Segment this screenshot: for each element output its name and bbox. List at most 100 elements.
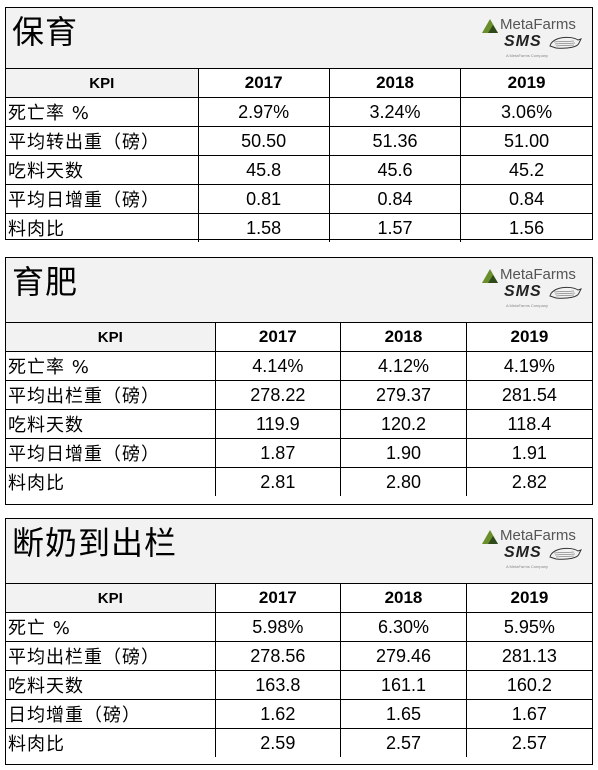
cell-value: 279.37 bbox=[340, 380, 467, 410]
logo-triangle-inner-icon bbox=[488, 25, 498, 33]
nursery-section: 保育 MetaFarms SMS A MetaFarms Company KPI… bbox=[5, 7, 593, 242]
logo-brand: MetaFarms bbox=[500, 16, 576, 33]
cell-value: 5.98% bbox=[214, 612, 342, 642]
wean-to-finish-section: 断奶到出栏 MetaFarms SMS A MetaFarms Company … bbox=[5, 518, 593, 765]
year-header: 2019 bbox=[460, 69, 592, 98]
year-header: 2018 bbox=[340, 323, 467, 352]
cell-value: 281.13 bbox=[465, 641, 592, 671]
cell-value: 281.54 bbox=[465, 380, 592, 410]
logo-tagline: A MetaFarms Company bbox=[506, 303, 549, 308]
table-row: 吃料天数 45.8 45.6 45.2 bbox=[6, 155, 592, 185]
cell-value: 45.2 bbox=[460, 155, 592, 185]
cell-value: 1.58 bbox=[197, 213, 330, 242]
logo-brand: MetaFarms bbox=[500, 527, 576, 544]
cell-value: 278.56 bbox=[214, 641, 342, 671]
metafarms-logo: MetaFarms SMS A MetaFarms Company bbox=[482, 266, 586, 316]
cell-value: 119.9 bbox=[214, 409, 342, 439]
logo-tagline: A MetaFarms Company bbox=[506, 564, 549, 569]
finishing-section: 育肥 MetaFarms SMS A MetaFarms Company KPI… bbox=[5, 257, 593, 505]
cell-value: 2.57 bbox=[465, 728, 592, 757]
logo-triangle-inner-icon bbox=[488, 275, 498, 283]
year-header: 2019 bbox=[465, 584, 592, 613]
row-label: 料肉比 bbox=[6, 213, 199, 242]
table-row: 料肉比 2.59 2.57 2.57 bbox=[6, 728, 592, 757]
kpi-header: KPI bbox=[6, 69, 199, 98]
cell-value: 2.57 bbox=[340, 728, 467, 757]
table-row: 平均出栏重（磅） 278.56 279.46 281.13 bbox=[6, 641, 592, 671]
cell-value: 1.56 bbox=[460, 213, 592, 242]
section-header: 断奶到出栏 MetaFarms SMS A MetaFarms Company bbox=[6, 519, 592, 584]
cell-value: 2.59 bbox=[214, 728, 342, 757]
cell-value: 4.14% bbox=[214, 351, 342, 381]
row-label: 平均出栏重（磅） bbox=[6, 641, 216, 671]
cell-value: 45.8 bbox=[197, 155, 330, 185]
row-label: 死亡率 % bbox=[6, 97, 199, 127]
cell-value: 4.12% bbox=[340, 351, 467, 381]
cell-value: 50.50 bbox=[197, 126, 330, 156]
year-header: 2019 bbox=[465, 323, 592, 352]
cell-value: 1.87 bbox=[214, 438, 342, 468]
pig-icon bbox=[549, 286, 582, 299]
table-row: 料肉比 1.58 1.57 1.56 bbox=[6, 213, 592, 242]
table-row: 料肉比 2.81 2.80 2.82 bbox=[6, 467, 592, 496]
cell-value: 0.84 bbox=[328, 184, 462, 214]
cell-value: 279.46 bbox=[340, 641, 467, 671]
kpi-header: KPI bbox=[6, 323, 216, 352]
cell-value: 120.2 bbox=[340, 409, 467, 439]
cell-value: 2.82 bbox=[465, 467, 592, 496]
kpi-table: KPI 2017 2018 2019 死亡率 % 4.14% 4.12% 4.1… bbox=[6, 323, 592, 496]
table-header-row: KPI 2017 2018 2019 bbox=[6, 69, 592, 98]
cell-value: 2.97% bbox=[197, 97, 330, 127]
cell-value: 1.57 bbox=[328, 213, 462, 242]
metafarms-logo: MetaFarms SMS A MetaFarms Company bbox=[482, 527, 586, 577]
year-header: 2017 bbox=[214, 323, 342, 352]
cell-value: 51.00 bbox=[460, 126, 592, 156]
logo-product: SMS bbox=[504, 283, 542, 300]
cell-value: 1.91 bbox=[465, 438, 592, 468]
section-title: 保育 bbox=[12, 13, 79, 51]
logo-triangle-inner-icon bbox=[488, 536, 498, 544]
cell-value: 0.84 bbox=[460, 184, 592, 214]
cell-value: 1.67 bbox=[465, 699, 592, 729]
table-row: 死亡 % 5.98% 6.30% 5.95% bbox=[6, 612, 592, 642]
table-row: 平均日增重（磅） 0.81 0.84 0.84 bbox=[6, 184, 592, 214]
row-label: 死亡率 % bbox=[6, 351, 216, 381]
kpi-table: KPI 2017 2018 2019 死亡 % 5.98% 6.30% 5.95… bbox=[6, 584, 592, 757]
table-row: 平均转出重（磅） 50.50 51.36 51.00 bbox=[6, 126, 592, 156]
pig-icon bbox=[549, 36, 582, 49]
cell-value: 278.22 bbox=[214, 380, 342, 410]
row-label: 料肉比 bbox=[6, 728, 216, 757]
table-row: 死亡率 % 2.97% 3.24% 3.06% bbox=[6, 97, 592, 127]
table-header-row: KPI 2017 2018 2019 bbox=[6, 584, 592, 613]
table-row: 吃料天数 119.9 120.2 118.4 bbox=[6, 409, 592, 439]
row-label: 平均日增重（磅） bbox=[6, 438, 216, 468]
row-label: 吃料天数 bbox=[6, 155, 199, 185]
metafarms-logo: MetaFarms SMS A MetaFarms Company bbox=[482, 16, 586, 66]
row-label: 日均增重（磅） bbox=[6, 699, 216, 729]
cell-value: 118.4 bbox=[465, 409, 592, 439]
year-header: 2018 bbox=[340, 584, 467, 613]
kpi-table: KPI 2017 2018 2019 死亡率 % 2.97% 3.24% 3.0… bbox=[6, 69, 592, 242]
cell-value: 45.6 bbox=[328, 155, 462, 185]
table-row: 死亡率 % 4.14% 4.12% 4.19% bbox=[6, 351, 592, 381]
cell-value: 2.81 bbox=[214, 467, 342, 496]
pig-icon bbox=[549, 547, 582, 560]
cell-value: 2.80 bbox=[340, 467, 467, 496]
table-row: 平均日增重（磅） 1.87 1.90 1.91 bbox=[6, 438, 592, 468]
cell-value: 6.30% bbox=[340, 612, 467, 642]
cell-value: 51.36 bbox=[328, 126, 462, 156]
year-header: 2017 bbox=[214, 584, 342, 613]
cell-value: 1.65 bbox=[340, 699, 467, 729]
cell-value: 4.19% bbox=[465, 351, 592, 381]
row-label: 死亡 % bbox=[6, 612, 216, 642]
table-row: 吃料天数 163.8 161.1 160.2 bbox=[6, 670, 592, 700]
cell-value: 163.8 bbox=[214, 670, 342, 700]
logo-product: SMS bbox=[504, 33, 542, 50]
row-label: 平均转出重（磅） bbox=[6, 126, 199, 156]
cell-value: 1.62 bbox=[214, 699, 342, 729]
year-header: 2018 bbox=[328, 69, 462, 98]
table-row: 日均增重（磅） 1.62 1.65 1.67 bbox=[6, 699, 592, 729]
row-label: 吃料天数 bbox=[6, 670, 216, 700]
cell-value: 161.1 bbox=[340, 670, 467, 700]
logo-product: SMS bbox=[504, 544, 542, 561]
